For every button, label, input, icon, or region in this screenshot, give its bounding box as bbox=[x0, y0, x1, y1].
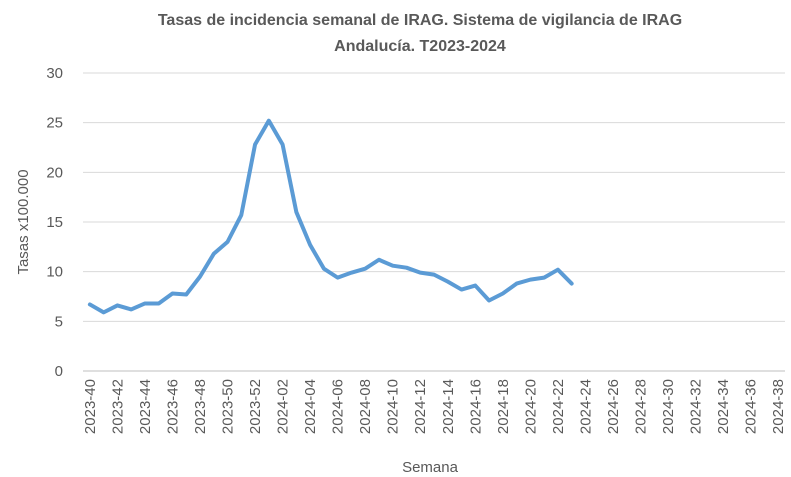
x-tick-label: 2023-52 bbox=[247, 379, 264, 434]
x-tick-label: 2024-16 bbox=[467, 379, 484, 434]
x-tick-label: 2024-20 bbox=[522, 379, 539, 434]
x-tick-label: 2023-42 bbox=[109, 379, 126, 434]
x-tick-label: 2024-02 bbox=[275, 379, 292, 434]
chart-title: Andalucía. T2023-2024 bbox=[334, 38, 506, 55]
x-tick-label: 2024-26 bbox=[605, 379, 622, 434]
x-tick-label: 2023-40 bbox=[82, 379, 99, 434]
x-tick-label: 2024-22 bbox=[550, 379, 567, 434]
y-tick-label: 5 bbox=[55, 313, 63, 330]
x-tick-label: 2024-12 bbox=[412, 379, 429, 434]
x-tick-label: 2024-04 bbox=[302, 379, 319, 434]
x-tick-label: 2023-48 bbox=[192, 379, 209, 434]
x-tick-label: 2023-46 bbox=[164, 379, 181, 434]
x-tick-label: 2024-24 bbox=[577, 379, 594, 434]
x-tick-label: 2024-30 bbox=[660, 379, 677, 434]
y-tick-label: 25 bbox=[46, 115, 63, 132]
x-tick-label: 2024-18 bbox=[495, 379, 512, 434]
x-tick-label: 2024-32 bbox=[688, 379, 705, 434]
y-tick-label: 0 bbox=[55, 363, 63, 380]
x-tick-label: 2023-44 bbox=[137, 379, 154, 434]
x-tick-label: 2024-28 bbox=[632, 379, 649, 434]
y-tick-label: 10 bbox=[46, 264, 63, 281]
x-tick-label: 2023-50 bbox=[220, 379, 237, 434]
x-tick-label: 2024-08 bbox=[357, 379, 374, 434]
x-tick-label: 2024-06 bbox=[330, 379, 347, 434]
y-tick-label: 20 bbox=[46, 164, 63, 181]
x-axis-label: Semana bbox=[402, 459, 459, 476]
x-tick-label: 2024-14 bbox=[440, 379, 457, 434]
x-tick-label: 2024-10 bbox=[385, 379, 402, 434]
y-tick-label: 30 bbox=[46, 65, 63, 82]
data-line bbox=[87, 118, 574, 315]
y-tick-label: 15 bbox=[46, 214, 63, 231]
x-tick-label: 2024-38 bbox=[770, 379, 787, 434]
x-tick-label: 2024-36 bbox=[743, 379, 760, 434]
x-tick-label: 2024-34 bbox=[715, 379, 732, 434]
y-axis-label: Tasas x100.000 bbox=[15, 169, 32, 274]
chart-title: Tasas de incidencia semanal de IRAG. Sis… bbox=[158, 12, 682, 29]
